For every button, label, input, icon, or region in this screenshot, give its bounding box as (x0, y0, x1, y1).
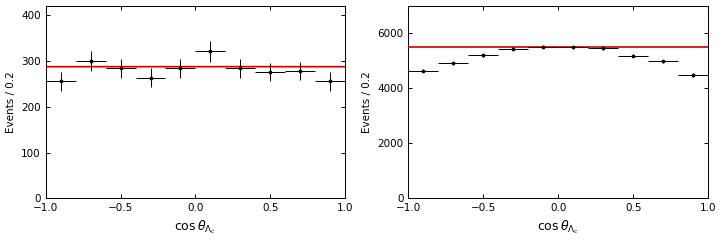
Y-axis label: Events / 0.2: Events / 0.2 (6, 71, 16, 133)
X-axis label: $\cos\theta_{\Lambda_c}$: $\cos\theta_{\Lambda_c}$ (175, 219, 217, 236)
X-axis label: $\cos\theta_{\Lambda_c}$: $\cos\theta_{\Lambda_c}$ (537, 219, 579, 236)
Y-axis label: Events / 0.2: Events / 0.2 (362, 71, 372, 133)
